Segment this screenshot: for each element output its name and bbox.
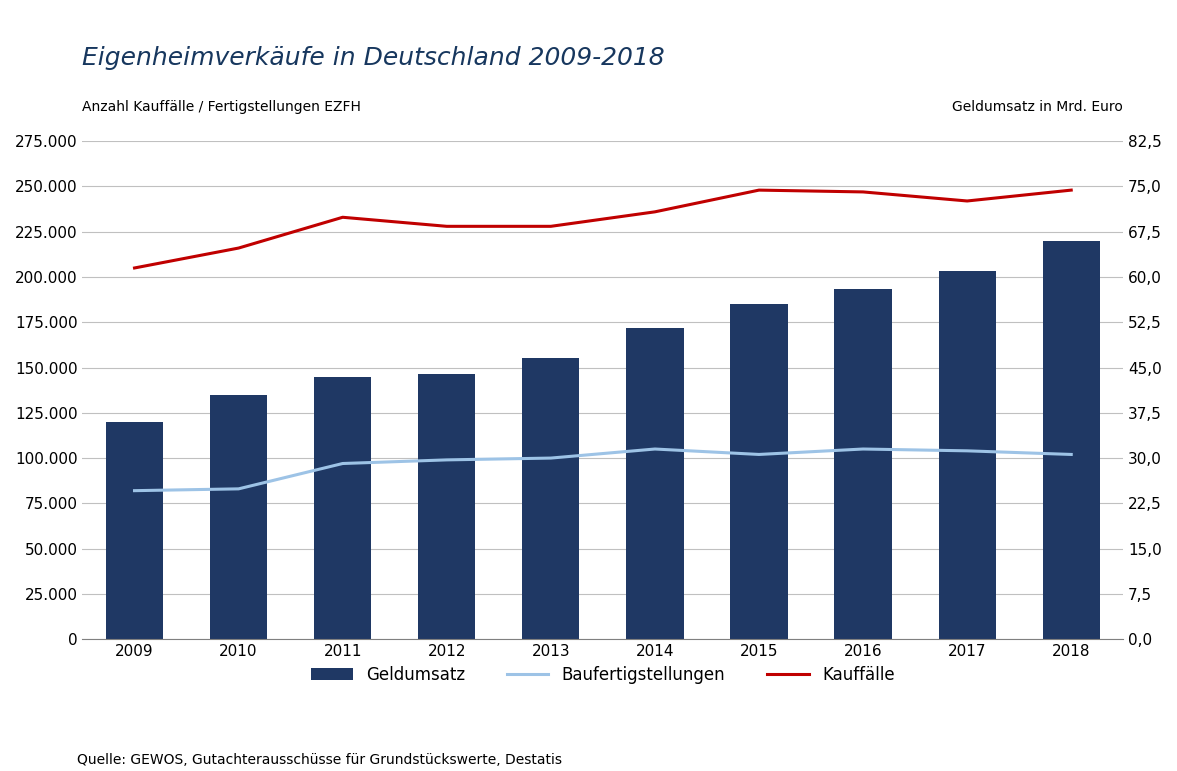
Text: Anzahl Kauffälle / Fertigstellungen EZFH: Anzahl Kauffälle / Fertigstellungen EZFH	[82, 100, 361, 114]
Bar	[210, 395, 267, 639]
Baufertigstellungen	[232, 484, 246, 493]
Bar	[731, 305, 787, 639]
Kauffälle	[752, 186, 766, 195]
Text: Quelle: GEWOS, Gutachterausschüsse für Grundstückswerte, Destatis: Quelle: GEWOS, Gutachterausschüsse für G…	[77, 753, 561, 767]
Baufertigstellungen	[960, 446, 975, 456]
Text: Eigenheimverkäufe in Deutschland 2009-2018: Eigenheimverkäufe in Deutschland 2009-20…	[82, 45, 665, 70]
Bar	[834, 289, 892, 639]
Bar	[1043, 241, 1099, 639]
Baufertigstellungen	[752, 449, 766, 459]
Kauffälle	[544, 222, 558, 231]
Kauffälle	[856, 187, 870, 197]
Baufertigstellungen	[1064, 449, 1078, 459]
Bar	[938, 271, 996, 639]
Bar	[106, 422, 164, 639]
Kauffälle	[647, 207, 661, 217]
Baufertigstellungen	[647, 444, 661, 453]
Baufertigstellungen	[544, 453, 558, 463]
Baufertigstellungen	[440, 455, 454, 464]
Kauffälle	[1064, 186, 1078, 195]
Kauffälle	[127, 264, 141, 273]
Kauffälle	[335, 213, 350, 222]
Bar	[418, 374, 476, 639]
Kauffälle	[440, 222, 454, 231]
Kauffälle	[232, 244, 246, 253]
Bar	[314, 376, 371, 639]
Bar	[523, 359, 579, 639]
Text: Geldumsatz in Mrd. Euro: Geldumsatz in Mrd. Euro	[952, 100, 1123, 114]
Line: Baufertigstellungen: Baufertigstellungen	[134, 449, 1071, 490]
Bar	[626, 328, 684, 639]
Kauffälle	[960, 197, 975, 206]
Baufertigstellungen	[335, 459, 350, 468]
Baufertigstellungen	[856, 444, 870, 453]
Baufertigstellungen	[127, 486, 141, 495]
Legend: Geldumsatz, Baufertigstellungen, Kauffälle: Geldumsatz, Baufertigstellungen, Kauffäl…	[305, 659, 902, 691]
Line: Kauffälle: Kauffälle	[134, 190, 1071, 268]
